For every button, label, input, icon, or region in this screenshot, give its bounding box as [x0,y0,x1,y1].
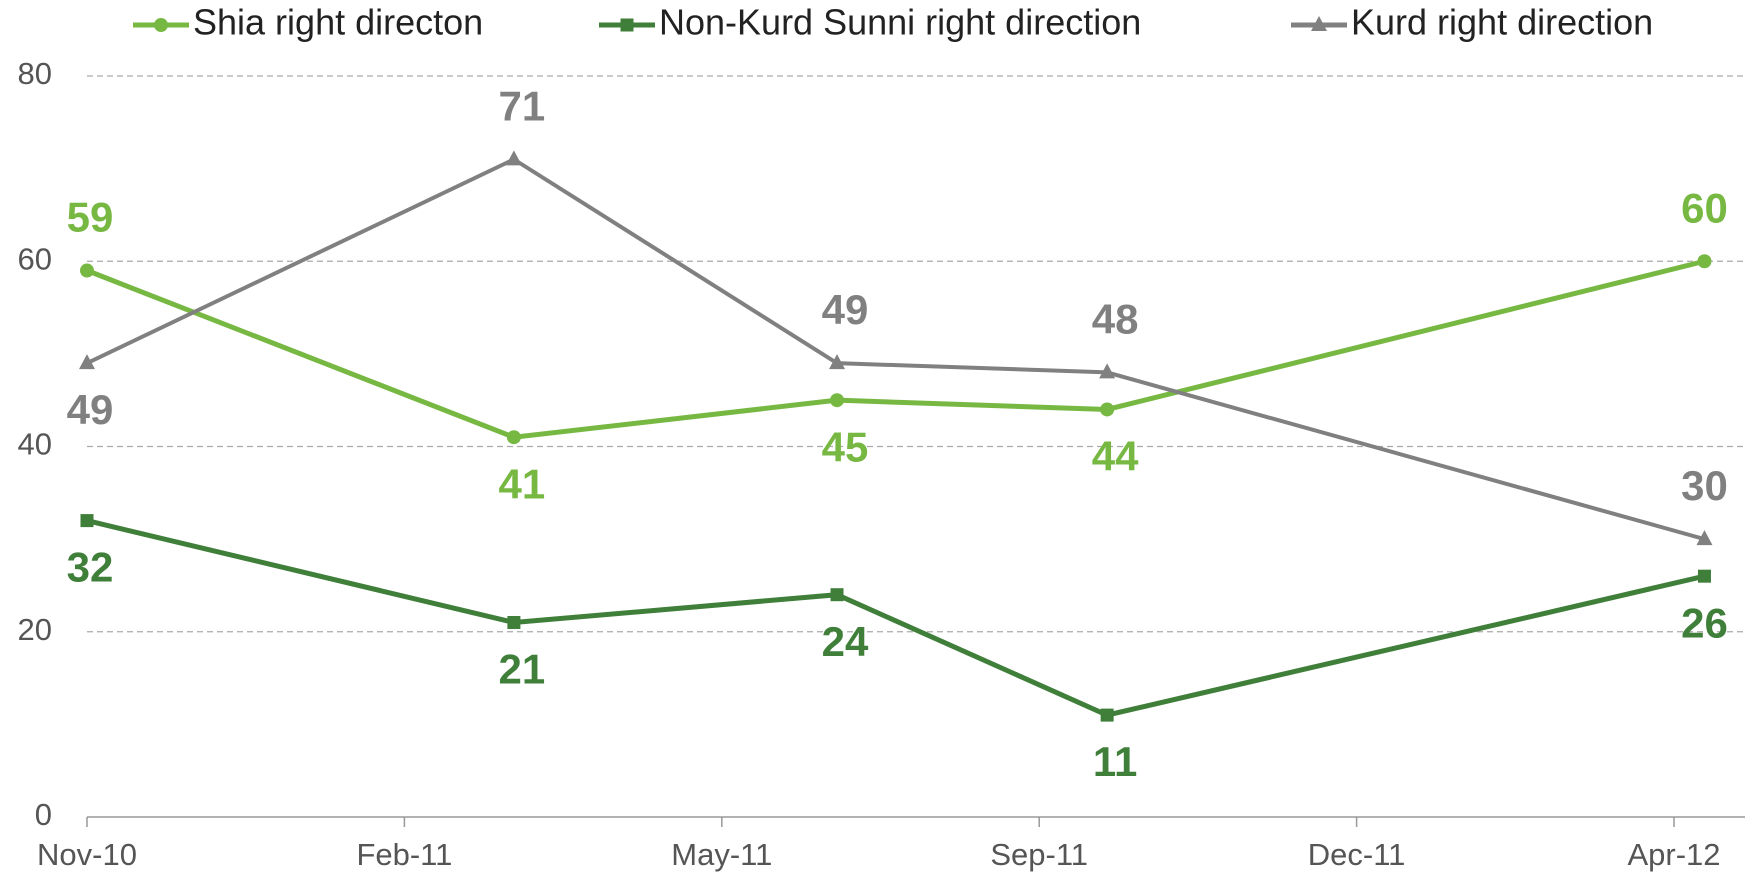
marker [1697,569,1711,583]
data-label: 26 [1681,599,1728,646]
data-label: 44 [1092,433,1139,480]
data-label: 21 [499,646,546,693]
legend-marker [1311,16,1327,31]
data-label: 41 [499,460,546,507]
data-label: 45 [822,423,869,470]
data-label: 49 [822,286,869,333]
x-tick-label: Sep-11 [990,837,1088,872]
data-label: 48 [1092,295,1139,342]
marker [830,588,844,602]
marker [1099,363,1116,379]
y-tick-label: 80 [18,56,52,91]
series-line [86,518,1706,718]
legend-marker [154,18,168,32]
y-tick-label: 60 [18,241,52,276]
data-label: 24 [822,618,869,665]
data-label: 30 [1681,462,1728,509]
marker [506,430,521,445]
x-tick-label: Dec-11 [1308,837,1406,872]
series-line [86,157,1706,542]
y-tick-label: 40 [18,427,52,462]
data-label: 32 [67,544,114,591]
x-tick-label: Nov-10 [37,837,137,872]
legend-label: Non-Kurd Sunni right direction [659,2,1141,43]
x-tick-label: Feb-11 [356,837,452,872]
data-label: 49 [67,386,114,433]
marker [80,514,94,528]
data-label: 59 [67,194,114,241]
data-label: 71 [499,82,546,129]
x-tick-label: May-11 [671,837,772,872]
legend-label: Shia right directon [193,2,483,43]
marker [79,354,95,370]
data-label: 60 [1681,184,1728,231]
y-tick-label: 20 [18,612,52,647]
legend-marker [620,18,634,32]
x-tick-label: Apr-12 [1627,837,1720,872]
marker [507,615,521,629]
legend-label: Kurd right direction [1351,2,1653,43]
marker [80,263,94,278]
series-line [86,258,1706,440]
data-label: 11 [1093,738,1137,785]
marker [1696,530,1713,546]
marker [829,354,846,370]
y-tick-label: 0 [35,797,52,832]
marker [505,150,522,166]
marker [1697,254,1712,269]
marker [1100,708,1114,722]
marker [830,393,845,408]
marker [1100,402,1115,417]
